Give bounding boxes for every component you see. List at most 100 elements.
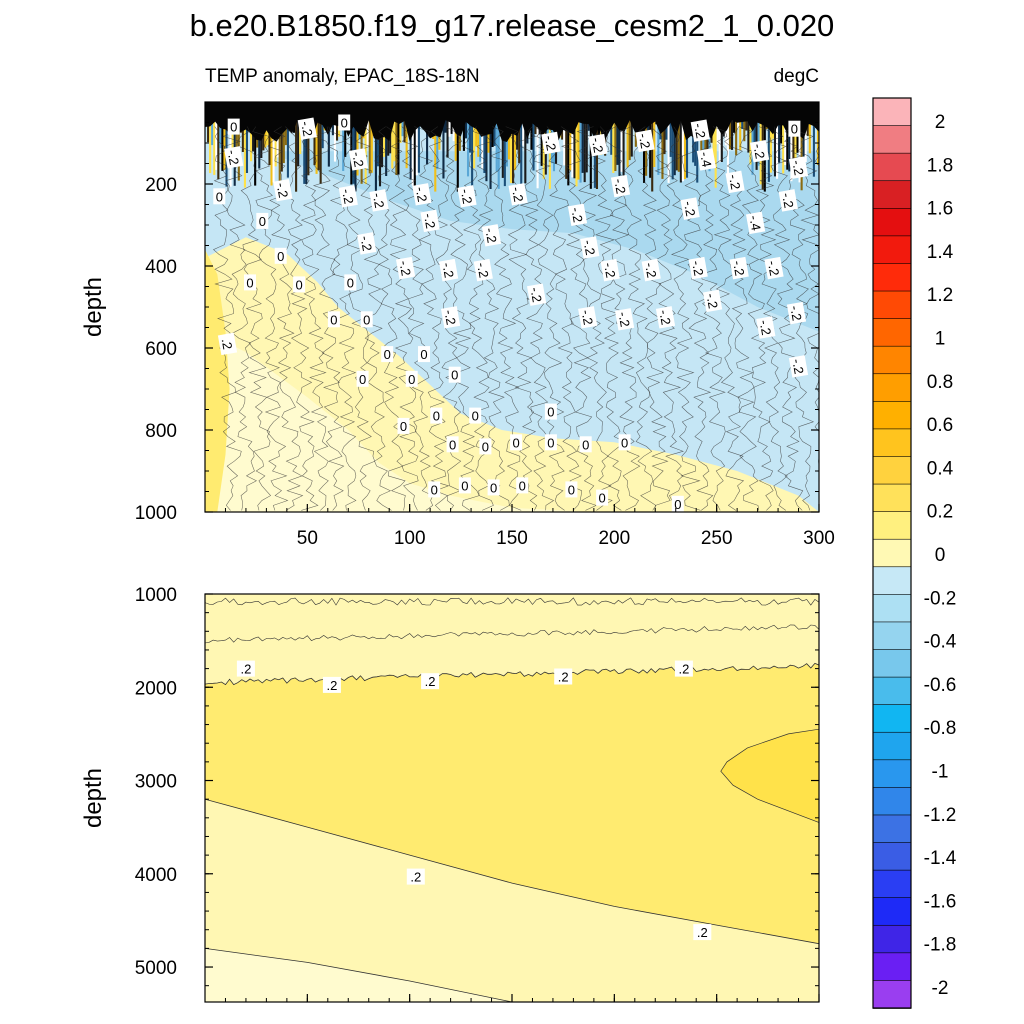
colorbar-tick-label: 0.2 <box>927 502 953 523</box>
upper-surface-cap <box>205 102 819 142</box>
contour-label-text: -.4 <box>746 214 763 232</box>
y-tick-label: 3000 <box>135 772 177 793</box>
colorbar-swatch <box>872 373 912 403</box>
contour-label-text: -.2 <box>589 136 606 154</box>
contour-label: -.2 <box>412 183 432 206</box>
colorbar-swatch <box>872 980 912 1009</box>
contour-label: .2 <box>693 924 712 941</box>
contour-label: 0 <box>274 247 287 264</box>
contour-label: 0 <box>418 346 430 363</box>
contour-label: 0 <box>256 212 269 229</box>
contour-label: -.2 <box>273 178 293 202</box>
lower-panel: .2 .2 .2 .2 .2 .2 .2 1000 2000 3000 4000 5000 dept… <box>80 585 820 1003</box>
contour-label-text: -.2 <box>789 358 806 376</box>
colorbar-swatch <box>872 621 912 651</box>
colorbar-tick-label: -0.8 <box>924 718 957 739</box>
contour-label-text: 0 <box>295 277 302 292</box>
contour-label: -.2 <box>788 156 809 179</box>
contour-label: -.2 <box>778 189 798 212</box>
colorbar-swatch <box>872 345 912 375</box>
colorbar-swatch <box>872 594 912 623</box>
contour-label: .2 <box>322 676 341 693</box>
colorbar-swatch <box>872 842 912 871</box>
contour-label: 0 <box>360 311 373 328</box>
x-tick-label: 50 <box>297 528 318 549</box>
contour-label: 0 <box>428 481 441 498</box>
contour-label: 0 <box>671 495 684 512</box>
colorbar-swatch <box>872 897 912 927</box>
contour-label-text: -.2 <box>765 259 782 277</box>
contour-label-text: -.2 <box>656 309 673 327</box>
x-tick-label: 300 <box>803 528 835 549</box>
colorbar-swatch <box>872 125 912 154</box>
contour-label: -.2 <box>224 146 244 169</box>
contour-label-text: 0 <box>363 312 370 327</box>
colorbar-swatch <box>872 152 912 182</box>
contour-label-text: -.2 <box>358 235 375 253</box>
contour-label-text: -.2 <box>474 261 491 279</box>
contour-label-text: 0 <box>512 435 519 450</box>
contour-label: 0 <box>356 370 369 387</box>
contour-label: -.2 <box>690 119 710 142</box>
contour-label-text: .2 <box>326 678 337 693</box>
contour-label-text: 0 <box>547 435 554 450</box>
contour-label: -.2 <box>440 306 461 329</box>
contour-label: -.2 <box>764 256 784 280</box>
contour-label: 0 <box>446 436 459 453</box>
contour-label-text: -.2 <box>787 304 804 322</box>
contour-label: -.2 <box>473 258 493 282</box>
colorbar-tick-label: -0.6 <box>924 675 957 696</box>
contour-label-text: 0 <box>598 491 605 506</box>
contour-label: .2 <box>554 668 573 685</box>
contour-label: -.2 <box>702 289 723 313</box>
colorbar-tick-label: 0.4 <box>927 458 954 479</box>
contour-label: -.2 <box>348 148 369 171</box>
contour-label: 0 <box>344 274 357 291</box>
colorbar-tick-label: 1.4 <box>927 242 954 263</box>
colorbar-tick-label: 0 <box>935 545 946 566</box>
colorbar-swatch <box>872 676 912 706</box>
contour-label: -.2 <box>526 283 547 306</box>
y-tick-label: 4000 <box>135 865 177 886</box>
upper-deep-warm-region <box>205 331 594 512</box>
contour-label: -.2 <box>297 117 317 140</box>
contour-label-text: -.2 <box>779 192 796 210</box>
contour-label-text: 0 <box>341 116 348 131</box>
contour-label: -.2 <box>588 133 608 157</box>
contour-label: 0 <box>430 407 443 424</box>
lower-bottom-band <box>205 799 819 1002</box>
colorbar-swatch <box>872 924 912 954</box>
contour-label-text: 0 <box>246 275 253 290</box>
y-tick-label: 2000 <box>135 678 177 699</box>
contour-label-text: .2 <box>240 662 251 677</box>
x-tick-label: 200 <box>598 528 630 549</box>
contour-label-text: -.2 <box>568 206 585 224</box>
x-tick-label: 100 <box>394 528 426 549</box>
contour-label-text: -.2 <box>691 122 708 140</box>
contour-label-text: 0 <box>791 122 798 137</box>
upper-axis-ticks: 50 100 150 200 250 300 200 400 600 800 1000 <box>135 122 835 549</box>
subtitle-left: TEMP anomaly, EPAC_18S-18N <box>205 66 480 87</box>
contour-label-text: -.2 <box>636 132 653 150</box>
contour-label-text: 0 <box>359 372 366 387</box>
subtitle-right: degC <box>774 66 819 87</box>
y-tick-label: 1000 <box>135 503 177 524</box>
colorbar-tick-label: -1.2 <box>924 805 957 826</box>
upper-contour-fill <box>205 102 819 512</box>
colorbar-swatch <box>872 483 912 513</box>
colorbar-swatch <box>872 456 912 485</box>
contour-label: -.2 <box>600 258 620 282</box>
contour-label: -.2 <box>395 256 416 280</box>
contour-label-text: 0 <box>482 439 489 454</box>
contour-label-text: -.2 <box>421 212 438 230</box>
contour-label: 0 <box>510 434 523 451</box>
contour-label: -.2 <box>614 308 635 331</box>
contour-label: -.4 <box>745 211 766 235</box>
contour-label-text: 0 <box>230 120 237 135</box>
contour-label: -.2 <box>788 355 809 378</box>
contour-label-text: -.2 <box>581 239 598 257</box>
contour-label-text: -.2 <box>789 159 806 177</box>
contour-label-text: -.2 <box>396 259 413 277</box>
colorbar-swatch <box>872 538 912 568</box>
